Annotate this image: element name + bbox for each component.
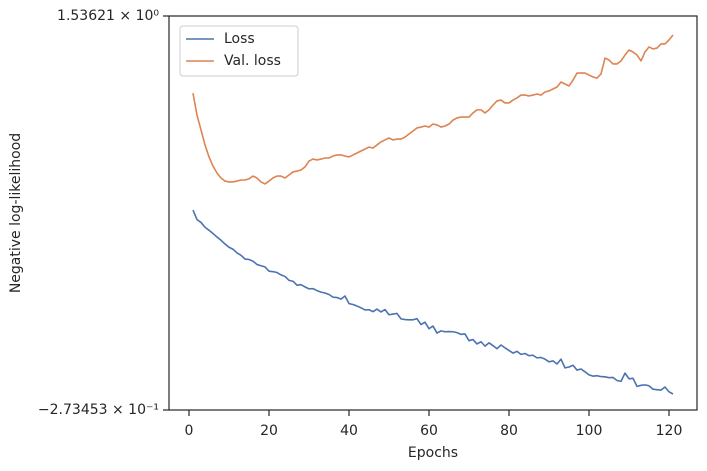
legend-label: Loss — [224, 31, 255, 47]
line-series — [192, 209, 674, 395]
line-series — [192, 34, 674, 185]
x-axis-label: Epochs — [408, 445, 458, 461]
y-tick-label: 1.53621 × 10⁰ — [57, 8, 159, 24]
x-tick-label: 80 — [500, 423, 518, 439]
legend-label: Val. loss — [224, 53, 281, 69]
x-tick-label: 100 — [576, 423, 603, 439]
y-tick-label: −2.73453 × 10⁻¹ — [38, 402, 159, 418]
x-tick-label: 0 — [185, 423, 194, 439]
x-tick-label: 120 — [656, 423, 683, 439]
x-tick-label: 20 — [260, 423, 278, 439]
plot-frame — [168, 15, 698, 411]
y-axis-label: Negative log-likelihood — [8, 133, 24, 293]
x-tick-label: 60 — [420, 423, 438, 439]
x-tick-label: 40 — [340, 423, 358, 439]
